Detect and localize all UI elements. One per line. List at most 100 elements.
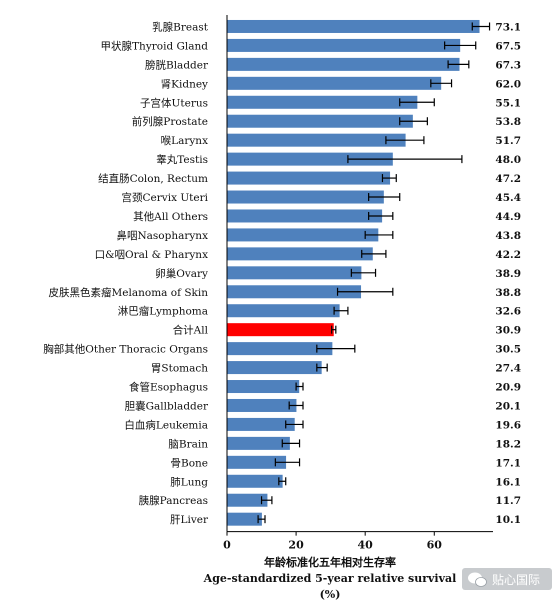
value-label: 53.8 — [495, 116, 521, 128]
x-tick-label: 20 — [288, 539, 304, 552]
value-label: 67.3 — [495, 59, 521, 71]
category-label: 脑Brain — [168, 437, 208, 450]
category-label: 淋巴瘤Lymphoma — [118, 305, 208, 318]
category-label: 睾丸Testis — [156, 153, 208, 166]
x-axis-title-line1: 年龄标准化五年相对生存率 — [264, 555, 396, 569]
value-label: 55.1 — [495, 97, 521, 109]
value-label: 43.8 — [495, 230, 521, 242]
bar — [227, 247, 373, 261]
value-label: 10.1 — [495, 514, 521, 526]
bar — [227, 361, 322, 375]
category-label: 皮肤黑色素瘤Melanoma of Skin — [49, 286, 209, 299]
category-label: 甲状腺Thyroid Gland — [101, 39, 209, 52]
category-label: 合计All — [173, 324, 209, 337]
bar — [227, 76, 442, 90]
category-label: 胰腺Pancreas — [139, 494, 208, 507]
category-label: 肝Liver — [170, 514, 209, 526]
category-label: 卵巢Ovary — [155, 267, 208, 280]
error-bar — [288, 401, 304, 410]
value-label: 38.9 — [495, 268, 521, 280]
error-bar — [281, 439, 301, 448]
bar — [227, 323, 334, 337]
bar — [227, 228, 379, 242]
error-bar — [350, 268, 377, 277]
error-bar — [336, 287, 394, 296]
error-bar — [347, 155, 463, 164]
bar — [227, 398, 297, 412]
bar — [227, 455, 287, 469]
category-label: 其他All Others — [133, 210, 208, 223]
error-bar — [430, 79, 453, 88]
category-labels: 乳腺Breast 甲状腺Thyroid Gland 膀胱Bladder 肾Kidney… — [43, 20, 209, 526]
category-label: 喉Larynx — [161, 135, 208, 147]
category-label: 口&咽Oral & Pharynx — [95, 249, 208, 261]
bar — [227, 512, 262, 526]
value-label: 47.2 — [495, 173, 521, 185]
error-bars-layer — [257, 22, 491, 524]
error-bar — [447, 60, 470, 69]
x-axis-title-line3: (%) — [320, 588, 341, 601]
category-label: 白血病Leukemia — [124, 418, 208, 431]
error-bar — [278, 477, 287, 486]
error-bar — [257, 515, 266, 524]
error-bar — [295, 382, 304, 391]
value-label: 44.9 — [495, 211, 521, 223]
error-bar — [316, 363, 328, 372]
bar — [227, 133, 406, 147]
value-label: 19.6 — [495, 419, 521, 431]
bar — [227, 171, 391, 185]
x-ticks: 0 20 40 60 — [223, 531, 443, 552]
error-bar — [274, 458, 301, 467]
bar — [227, 38, 461, 52]
error-bar — [385, 136, 425, 145]
value-label: 32.6 — [495, 306, 521, 318]
error-bar — [331, 325, 337, 334]
value-label: 38.8 — [495, 287, 521, 299]
value-label: 48.0 — [495, 154, 521, 166]
error-bar — [333, 306, 349, 315]
watermark-text: 贴心国际 — [492, 573, 540, 587]
bar — [227, 152, 393, 166]
error-bar — [361, 249, 387, 258]
category-label: 结直肠Colon, Rectum — [98, 172, 208, 185]
error-bar — [368, 211, 394, 220]
value-label: 51.7 — [495, 135, 521, 147]
bar — [227, 474, 283, 488]
error-bar — [444, 41, 477, 50]
category-label: 肾Kidney — [161, 78, 208, 90]
error-bar — [399, 98, 435, 107]
error-bar — [364, 230, 394, 239]
value-label: 45.4 — [495, 192, 521, 204]
x-axis-title-line2: Age-standardized 5-year relative surviva… — [203, 572, 457, 585]
bar — [227, 209, 383, 223]
value-label: 27.4 — [495, 363, 521, 375]
category-label: 胸部其他Other Thoracic Organs — [43, 343, 208, 356]
x-tick-label: 0 — [223, 539, 231, 552]
bar — [227, 493, 268, 507]
value-label: 73.1 — [495, 21, 521, 33]
bar — [227, 436, 290, 450]
bar — [227, 190, 384, 204]
value-label: 62.0 — [495, 78, 521, 90]
category-label: 食管Esophagus — [129, 381, 208, 394]
bar — [227, 304, 340, 318]
value-label: 42.2 — [495, 249, 521, 261]
x-tick-label: 60 — [427, 539, 443, 552]
value-label: 17.1 — [495, 457, 521, 469]
value-label: 20.9 — [495, 382, 521, 394]
bar — [227, 266, 362, 280]
category-label: 宫颈Cervix Uteri — [122, 191, 209, 204]
category-label: 乳腺Breast — [152, 20, 209, 33]
error-bar — [316, 344, 356, 353]
value-label: 18.2 — [495, 438, 521, 450]
bar — [227, 95, 418, 109]
bar — [227, 57, 460, 71]
category-label: 膀胱Bladder — [145, 58, 209, 71]
watermark: 贴心国际 — [462, 568, 552, 590]
category-label: 鼻咽Nasopharynx — [116, 229, 208, 242]
x-tick-label: 40 — [358, 539, 374, 552]
category-label: 前列腺Prostate — [132, 115, 208, 128]
bars-layer — [227, 19, 480, 526]
value-label: 16.1 — [495, 476, 521, 488]
